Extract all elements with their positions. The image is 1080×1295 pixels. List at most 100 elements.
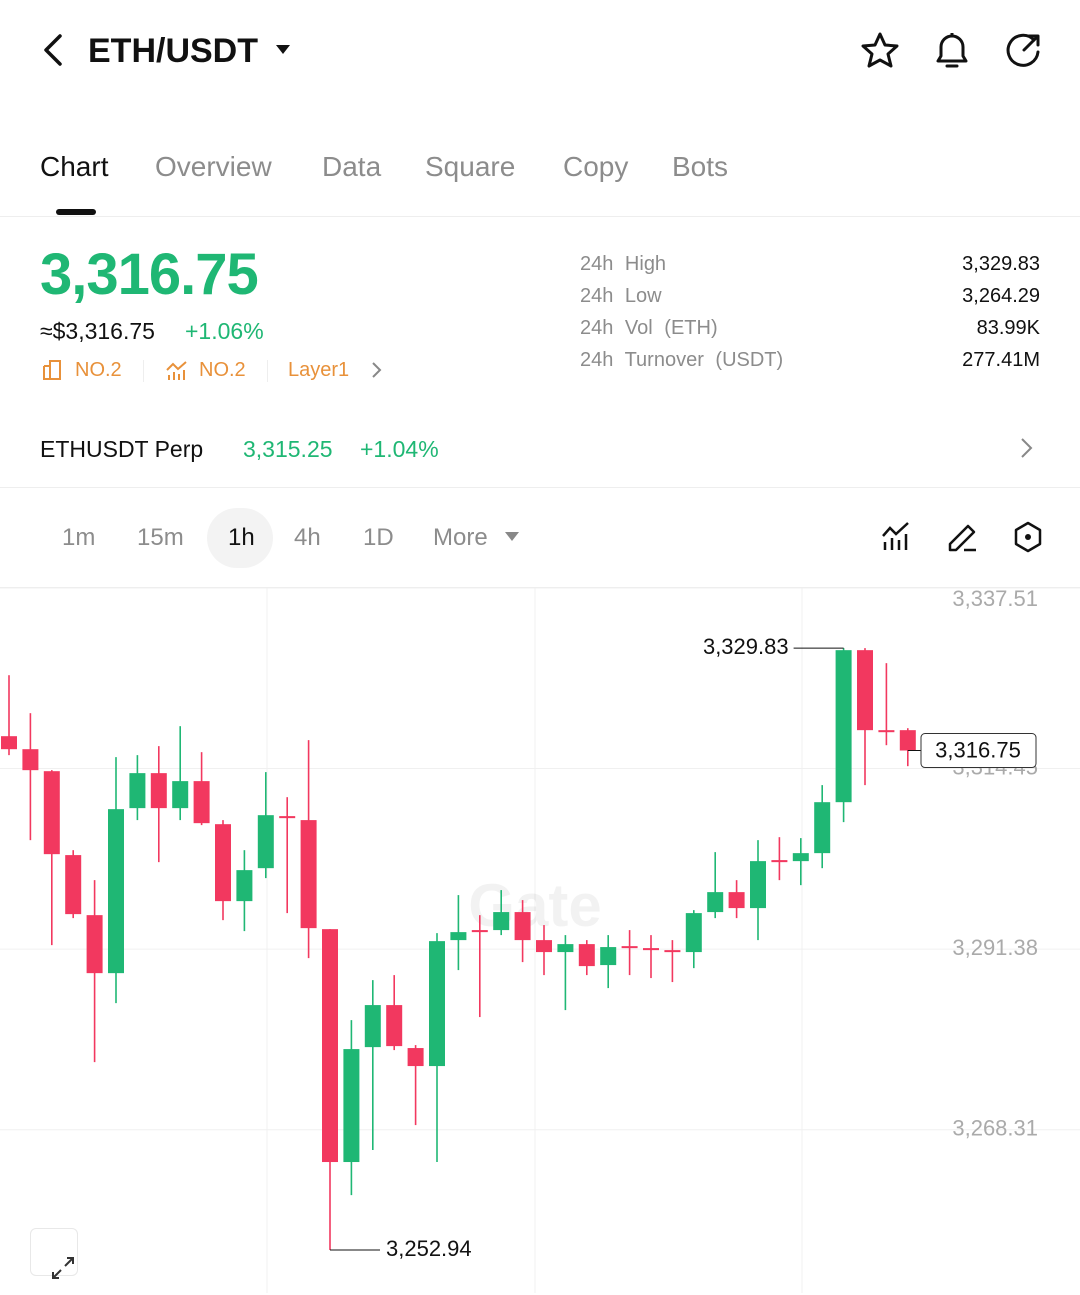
candle-body bbox=[279, 816, 296, 819]
fullscreen-button[interactable] bbox=[30, 1228, 78, 1279]
perp-change: +1.04% bbox=[360, 436, 439, 462]
watermark: Gate bbox=[468, 872, 601, 939]
candle-body bbox=[236, 870, 253, 902]
candle-body bbox=[707, 892, 724, 913]
candle-body bbox=[300, 820, 317, 929]
candle-body bbox=[685, 913, 702, 953]
stat-value: 83.99K bbox=[976, 317, 1040, 339]
annotation-label: 3,329.83 bbox=[703, 634, 789, 659]
candle-body bbox=[621, 946, 638, 949]
back-icon[interactable] bbox=[36, 30, 72, 70]
timeframe[interactable]: More bbox=[433, 524, 488, 551]
pair-title[interactable]: ETH/USDT bbox=[88, 32, 258, 70]
timeframe[interactable]: 4h bbox=[294, 524, 321, 551]
candle-body bbox=[450, 932, 467, 941]
candle-body bbox=[536, 940, 552, 953]
timeframe[interactable]: 1h bbox=[228, 524, 255, 551]
candle-body bbox=[792, 853, 809, 862]
candle-body bbox=[429, 941, 445, 1067]
candle-body bbox=[899, 730, 916, 751]
last-price-box bbox=[920, 733, 1037, 769]
candle-body bbox=[172, 781, 189, 809]
candle-body bbox=[193, 781, 210, 824]
candle-body bbox=[322, 929, 338, 1163]
tab[interactable]: Copy bbox=[563, 151, 629, 182]
separator bbox=[143, 360, 144, 382]
fullscreen-icon bbox=[51, 1257, 74, 1279]
tag[interactable]: Layer1 bbox=[288, 359, 350, 381]
candle-body bbox=[215, 824, 231, 902]
rank-icon bbox=[43, 360, 61, 380]
draw-icon[interactable] bbox=[946, 520, 980, 554]
candle-body bbox=[364, 1005, 381, 1048]
usd-price: ≈$3,316.75 bbox=[40, 318, 155, 344]
stat-label: 24h Low bbox=[580, 285, 662, 307]
candle-body bbox=[108, 809, 124, 974]
stat-label: 24h Turnover (USDT) bbox=[580, 349, 784, 371]
dropdown-icon[interactable] bbox=[274, 42, 294, 58]
candlestick-chart[interactable]: Gate 3,337.513,314.453,291.383,268.313,3… bbox=[0, 588, 1080, 1293]
candle-body bbox=[257, 815, 274, 869]
candle-body bbox=[1, 736, 17, 750]
annotation-label: 3,252.94 bbox=[386, 1236, 472, 1261]
candle-body bbox=[878, 730, 895, 733]
bell-icon[interactable] bbox=[930, 30, 974, 72]
tag[interactable]: NO.2 bbox=[75, 359, 122, 381]
candle-body bbox=[493, 912, 510, 931]
candle-body bbox=[557, 944, 574, 953]
tab[interactable]: Data bbox=[322, 151, 382, 182]
tab[interactable]: Chart bbox=[40, 151, 109, 182]
y-tick-label: 3,337.51 bbox=[952, 588, 1038, 611]
star-icon[interactable] bbox=[858, 30, 902, 72]
candle-body bbox=[514, 912, 531, 941]
candle-body bbox=[814, 802, 831, 854]
perp-name[interactable]: ETHUSDT Perp bbox=[40, 436, 204, 462]
candle-body bbox=[65, 855, 82, 915]
candle-body bbox=[471, 930, 488, 933]
candle-body bbox=[129, 773, 146, 809]
divider bbox=[0, 216, 1080, 217]
stat-value: 277.41M bbox=[962, 349, 1040, 371]
candle-body bbox=[857, 650, 873, 731]
candle-body bbox=[343, 1049, 360, 1163]
timeframe[interactable]: 1m bbox=[62, 524, 96, 551]
candle-body bbox=[771, 860, 788, 863]
candle-body bbox=[22, 749, 39, 771]
candle-body bbox=[386, 1005, 403, 1047]
candle-body bbox=[43, 771, 60, 855]
timeframe[interactable]: 15m bbox=[137, 524, 184, 551]
candle-body bbox=[750, 861, 766, 909]
candle-body bbox=[600, 947, 617, 966]
tab[interactable]: Bots bbox=[672, 151, 729, 182]
tab[interactable]: Overview bbox=[155, 151, 272, 182]
candle-body bbox=[86, 915, 103, 974]
last-price: 3,316.75 bbox=[40, 242, 259, 307]
divider bbox=[0, 487, 1080, 488]
stat-value: 3,264.29 bbox=[962, 285, 1040, 307]
tab[interactable]: Square bbox=[425, 151, 516, 182]
last-price-label: 3,316.75 bbox=[935, 737, 1021, 762]
perp-price: 3,315.25 bbox=[243, 436, 333, 462]
stat-value: 3,329.83 bbox=[962, 253, 1040, 275]
tag[interactable]: NO.2 bbox=[199, 359, 246, 381]
chevron-icon[interactable] bbox=[368, 360, 386, 380]
dropdown-icon[interactable] bbox=[503, 530, 521, 544]
candle-body bbox=[150, 773, 167, 809]
indicator-icon[interactable] bbox=[880, 520, 912, 554]
chevron-icon[interactable] bbox=[1017, 436, 1037, 460]
price-change: +1.06% bbox=[185, 318, 264, 344]
share-icon[interactable] bbox=[1002, 30, 1046, 72]
stat-label: 24h Vol (ETH) bbox=[580, 317, 718, 339]
separator bbox=[267, 360, 268, 382]
candle-body bbox=[728, 892, 745, 909]
stat-label: 24h High bbox=[580, 253, 667, 275]
timeframe[interactable]: 1D bbox=[363, 524, 394, 551]
settings-icon[interactable] bbox=[1011, 520, 1045, 554]
candle-body bbox=[664, 950, 681, 953]
candle-body bbox=[407, 1048, 424, 1067]
tab-indicator bbox=[56, 209, 96, 215]
candle-body bbox=[578, 944, 595, 967]
candle-body bbox=[643, 948, 659, 951]
trend-icon bbox=[166, 361, 187, 380]
